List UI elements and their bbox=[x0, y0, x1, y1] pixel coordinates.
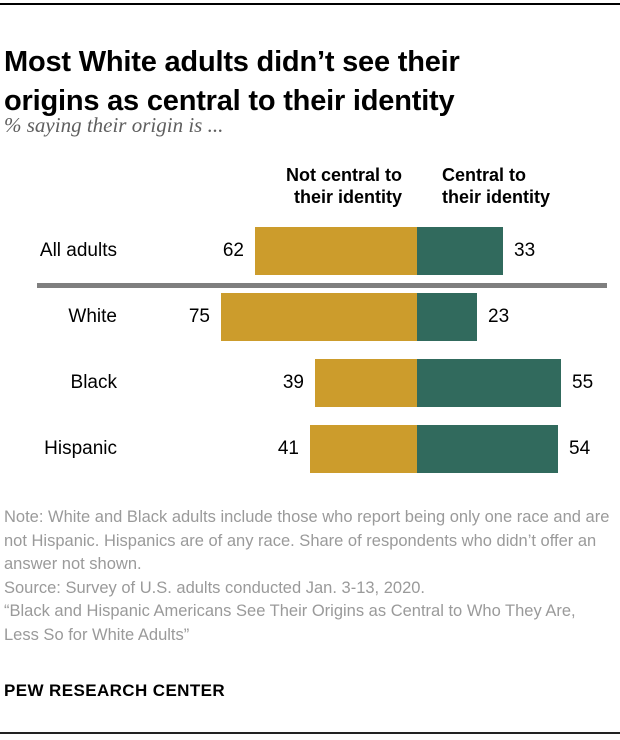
diverging-bar-chart: Not central to their identity Central to t… bbox=[0, 160, 620, 500]
central-bar bbox=[417, 359, 561, 407]
page-title: Most White adults didn’t see their origin… bbox=[4, 46, 460, 118]
category-label: White bbox=[68, 306, 117, 327]
not-central-bar bbox=[255, 227, 417, 275]
central-bar bbox=[417, 425, 558, 473]
source-text: Source: Survey of U.S. adults conducted … bbox=[4, 578, 425, 597]
page-subtitle: % saying their origin is ... bbox=[4, 113, 224, 137]
note-text: Note: White and Black adults include tho… bbox=[4, 508, 610, 573]
not-central-bar bbox=[310, 425, 417, 473]
not-central-bar bbox=[221, 293, 417, 341]
bottom-divider bbox=[0, 732, 620, 734]
right-value-label: 23 bbox=[488, 306, 510, 327]
all-adults-separator-line bbox=[37, 283, 607, 288]
pew-research-center-wordmark: PEW RESEARCH CENTER bbox=[4, 681, 226, 700]
category-label: Black bbox=[70, 372, 117, 393]
top-divider bbox=[0, 3, 620, 5]
legend-label-not-central: Not central to their identity bbox=[285, 165, 402, 207]
left-value-label: 41 bbox=[277, 438, 299, 459]
central-bar bbox=[417, 293, 477, 341]
right-value-label: 54 bbox=[569, 438, 591, 459]
category-label: All adults bbox=[39, 240, 117, 261]
report-title-text: “Black and Hispanic Americans See Their … bbox=[4, 602, 576, 644]
category-label: Hispanic bbox=[44, 438, 117, 459]
footnotes: Note: White and Black adults include tho… bbox=[4, 506, 612, 647]
right-value-label: 33 bbox=[514, 240, 536, 261]
left-value-label: 39 bbox=[282, 372, 304, 393]
left-value-label: 62 bbox=[222, 240, 244, 261]
right-value-label: 55 bbox=[572, 372, 594, 393]
central-bar bbox=[417, 227, 503, 275]
left-value-label: 75 bbox=[188, 306, 210, 327]
not-central-bar bbox=[315, 359, 417, 407]
legend-label-central: Central to their identity bbox=[442, 165, 551, 207]
